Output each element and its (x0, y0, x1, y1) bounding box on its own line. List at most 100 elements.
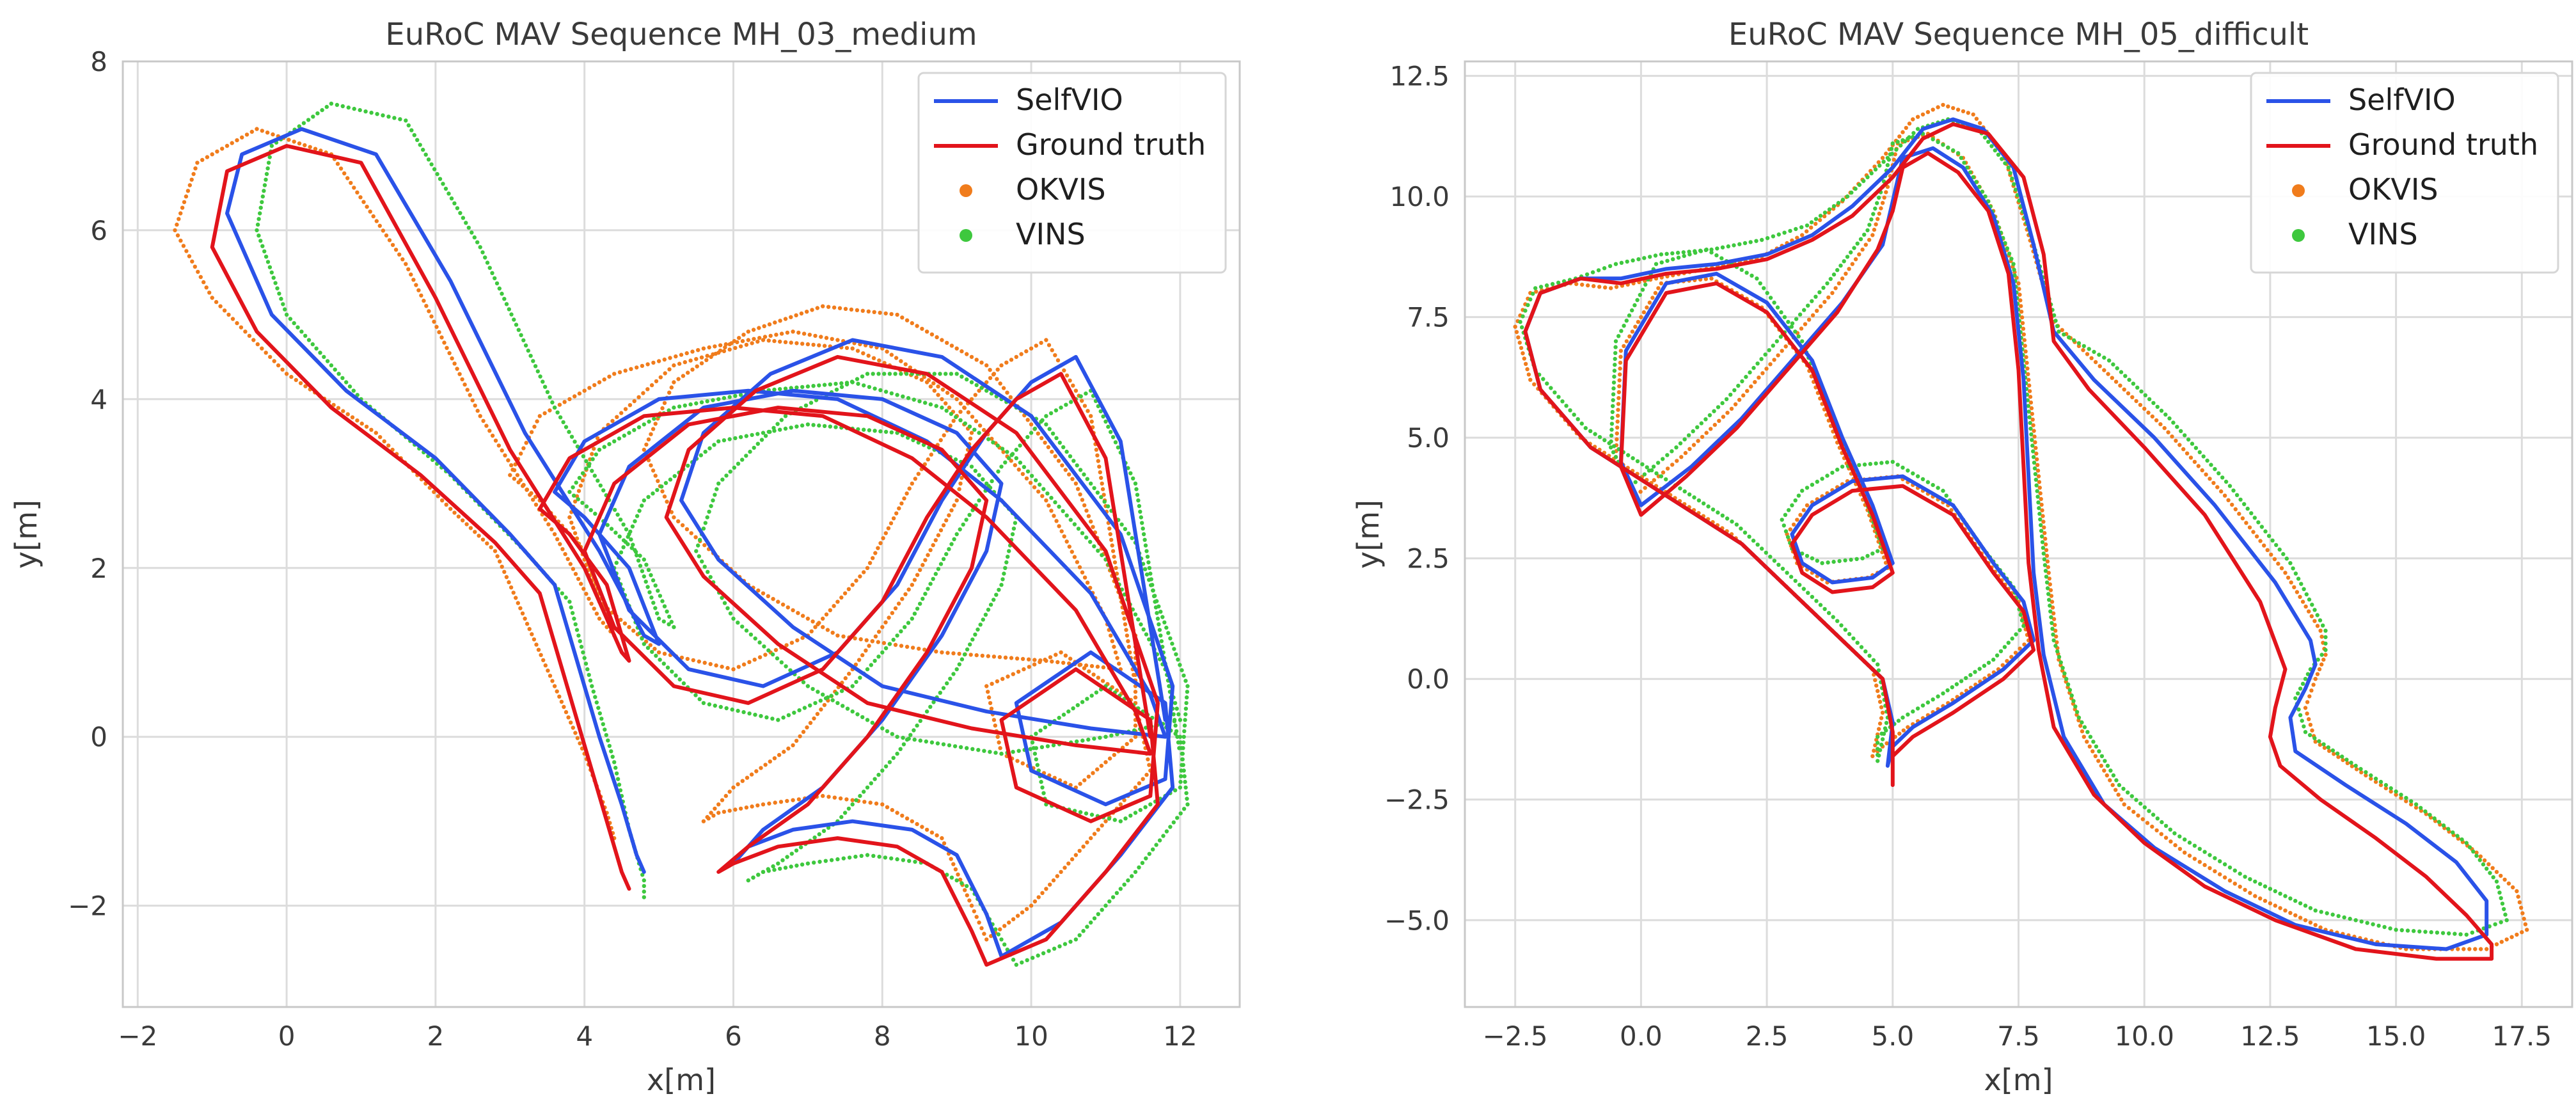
data-point-okvis (1024, 349, 1029, 354)
data-point-okvis (648, 643, 652, 647)
data-point-vins (1790, 321, 1795, 326)
data-point-vins (800, 385, 805, 390)
data-point-okvis (805, 725, 809, 730)
data-point-okvis (738, 344, 743, 349)
data-point-vins (1183, 779, 1187, 784)
data-point-vins (306, 118, 311, 122)
data-point-okvis (1877, 727, 1881, 731)
data-point-vins (841, 856, 846, 860)
data-point-okvis (1618, 354, 1623, 359)
data-point-okvis (2364, 773, 2368, 778)
data-point-vins (260, 194, 265, 199)
data-point-vins (2485, 866, 2489, 871)
data-point-okvis (2019, 315, 2025, 320)
data-point-okvis (2046, 565, 2050, 569)
data-point-vins (876, 772, 881, 777)
data-point-vins (711, 398, 715, 402)
data-point-vins (392, 116, 397, 120)
data-point-vins (855, 712, 860, 717)
data-point-vins (1838, 264, 1843, 268)
data-point-vins (1822, 607, 1827, 612)
data-point-vins (867, 385, 872, 390)
data-point-vins (2071, 699, 2076, 703)
data-point-okvis (752, 657, 757, 662)
data-point-okvis (1086, 514, 1091, 518)
data-point-okvis (452, 361, 457, 366)
data-point-okvis (1098, 470, 1103, 475)
data-point-vins (1119, 522, 1124, 527)
data-point-vins (1608, 264, 1613, 269)
data-point-vins (2258, 882, 2263, 886)
data-point-okvis (2292, 585, 2296, 590)
data-point-okvis (941, 523, 946, 528)
data-point-okvis (1700, 434, 1705, 440)
y-tick-label: 10.0 (1389, 181, 1450, 212)
data-point-vins (794, 424, 799, 429)
data-point-okvis (564, 710, 569, 715)
data-point-vins (1653, 253, 1658, 258)
data-point-vins (352, 106, 356, 111)
data-point-vins (1734, 522, 1739, 527)
data-point-vins (1885, 460, 1890, 464)
data-point-okvis (776, 599, 780, 604)
data-point-okvis (871, 556, 875, 560)
data-point-vins (311, 115, 315, 119)
data-point-okvis (511, 591, 516, 595)
data-point-okvis (558, 542, 562, 546)
data-point-vins (1775, 305, 1780, 310)
data-point-okvis (455, 367, 459, 371)
data-point-vins (2055, 324, 2060, 328)
data-point-vins (1635, 297, 1640, 303)
data-point-vins (1576, 417, 1580, 422)
data-point-vins (1123, 816, 1128, 821)
data-point-vins (1183, 712, 1188, 717)
data-point-vins (1072, 522, 1077, 527)
data-point-okvis (1853, 257, 1858, 262)
data-point-okvis (958, 877, 963, 882)
data-point-vins (1613, 455, 1618, 459)
data-point-okvis (685, 656, 690, 662)
data-point-vins (2344, 757, 2349, 762)
data-point-okvis (876, 546, 880, 550)
data-point-okvis (2154, 418, 2159, 423)
data-point-vins (656, 589, 660, 593)
data-point-vins (642, 422, 646, 427)
data-point-vins (744, 434, 749, 438)
data-point-vins (1155, 611, 1159, 615)
data-point-vins (2423, 930, 2428, 934)
data-point-vins (891, 637, 896, 642)
data-point-okvis (917, 646, 921, 651)
data-point-vins (2423, 809, 2428, 814)
data-point-okvis (2327, 749, 2332, 753)
data-point-okvis (733, 807, 738, 812)
data-point-okvis (2399, 796, 2403, 800)
data-point-vins (681, 681, 686, 686)
data-point-okvis (1809, 225, 1813, 230)
data-point-okvis (2140, 817, 2145, 821)
data-point-okvis (988, 368, 992, 372)
data-point-vins (2057, 654, 2062, 659)
data-point-vins (2151, 400, 2156, 406)
data-point-okvis (1733, 402, 1738, 407)
data-point-okvis (1082, 778, 1087, 782)
data-point-vins (2045, 586, 2050, 591)
data-point-okvis (460, 377, 464, 382)
data-point-okvis (498, 559, 502, 564)
data-point-vins (1778, 335, 1783, 339)
data-point-okvis (2013, 651, 2018, 655)
data-point-okvis (381, 228, 386, 233)
data-point-vins (786, 713, 791, 718)
data-point-vins (584, 466, 589, 471)
data-point-vins (607, 743, 612, 749)
data-point-okvis (2093, 360, 2098, 365)
data-point-okvis (187, 254, 192, 258)
x-tick-label: 15.0 (2366, 1020, 2426, 1052)
data-point-vins (834, 691, 839, 696)
data-point-vins (264, 255, 269, 259)
data-point-okvis (2289, 580, 2293, 585)
data-point-vins (494, 281, 500, 286)
data-point-vins (1783, 529, 1789, 534)
data-point-vins (642, 889, 646, 894)
data-point-okvis (1078, 782, 1082, 786)
data-point-okvis (555, 689, 559, 694)
